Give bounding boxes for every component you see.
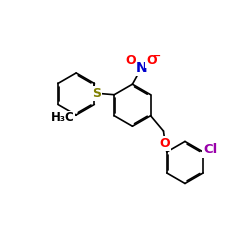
- Text: S: S: [92, 87, 101, 100]
- Text: −: −: [153, 51, 161, 61]
- Text: O: O: [146, 54, 157, 67]
- Text: H₃C: H₃C: [51, 112, 74, 124]
- Text: O: O: [160, 138, 170, 150]
- Text: Cl: Cl: [203, 144, 217, 156]
- Text: O: O: [125, 54, 136, 67]
- Text: N: N: [135, 61, 147, 75]
